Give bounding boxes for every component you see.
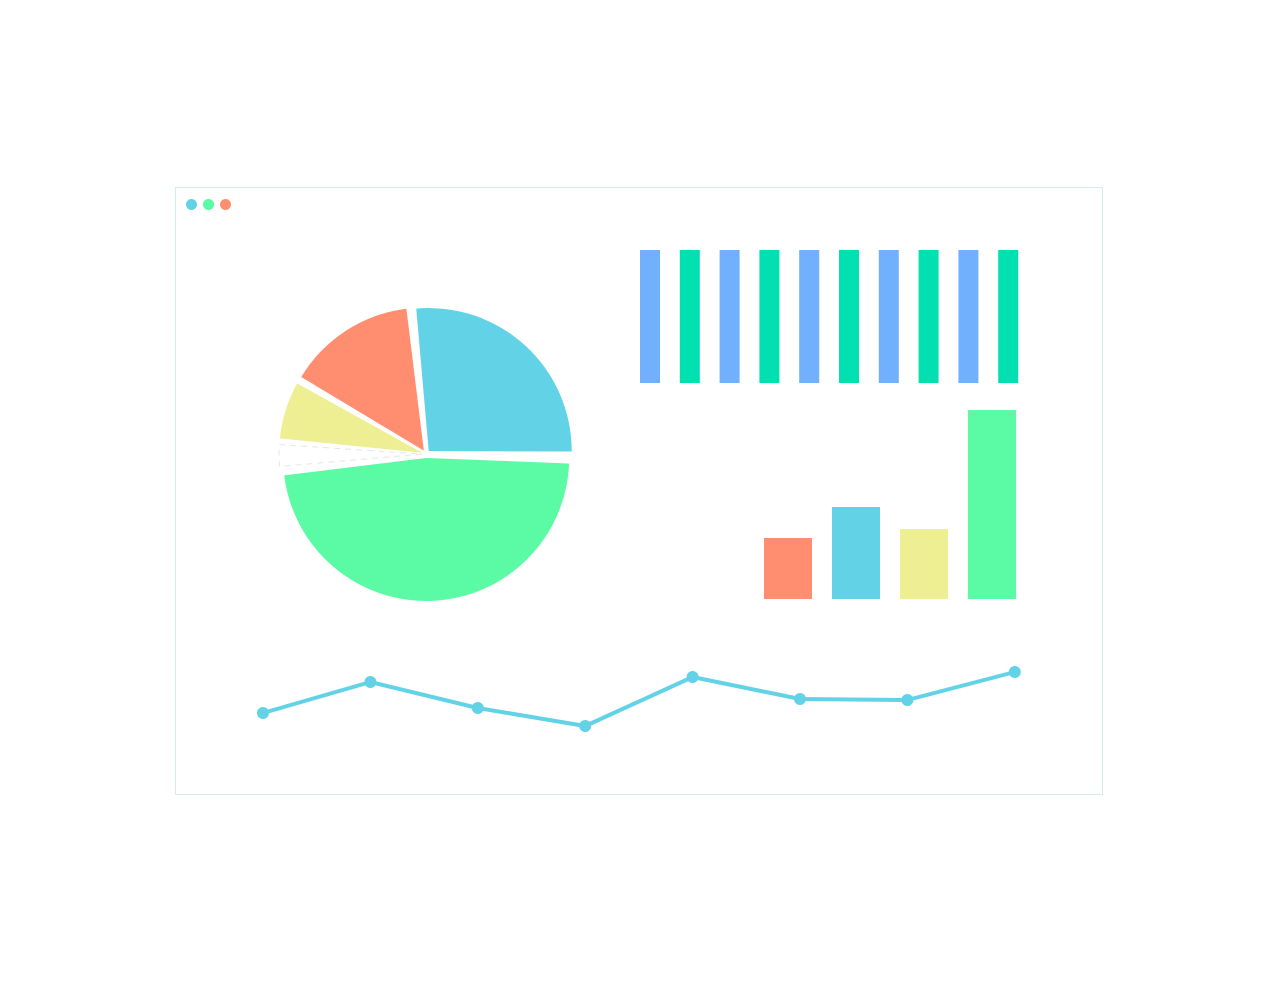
stripe-bar — [878, 250, 899, 383]
line-point — [579, 720, 592, 732]
pie-slice — [278, 444, 423, 468]
stripe-bar — [759, 250, 780, 383]
stripe-bar — [998, 250, 1019, 383]
window-dot-green[interactable] — [203, 199, 214, 210]
stripe-bar — [918, 250, 939, 383]
window-dot-orange[interactable] — [220, 199, 231, 210]
line-point — [794, 693, 806, 705]
line-point — [257, 707, 269, 719]
stripe-bar — [640, 250, 660, 383]
line-point — [686, 671, 699, 683]
stripe-bar — [679, 250, 700, 383]
bar — [968, 410, 1016, 599]
pie-slice — [279, 383, 423, 453]
bar — [900, 529, 948, 599]
pie-slice — [284, 457, 570, 601]
stripe-bar — [839, 250, 859, 383]
window-dot-blue[interactable] — [186, 199, 197, 210]
stripe-bar — [958, 250, 979, 383]
bar — [832, 507, 880, 599]
line-point — [1008, 666, 1021, 678]
line-series — [262, 670, 1016, 728]
stripe-bar — [799, 250, 820, 383]
line-point — [471, 702, 484, 714]
line-point — [901, 694, 914, 706]
pie-slice — [301, 308, 424, 451]
line-point — [364, 676, 377, 688]
bar — [764, 538, 812, 599]
stripe-bar — [719, 250, 740, 383]
pie-slice — [416, 308, 572, 452]
